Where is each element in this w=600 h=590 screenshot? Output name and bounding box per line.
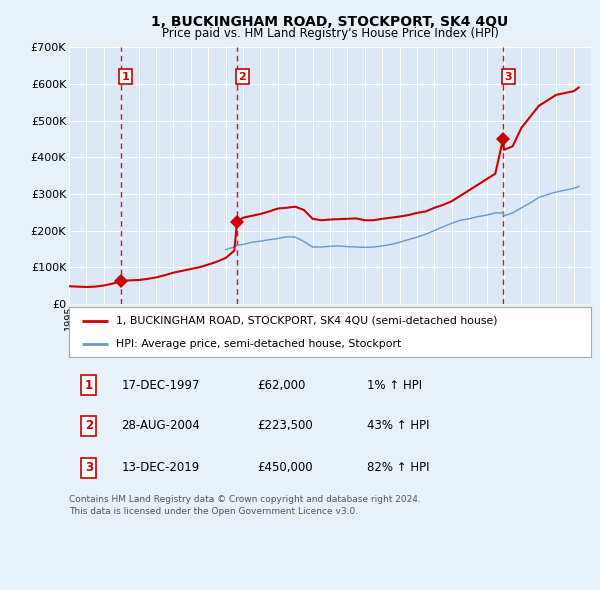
Text: £62,000: £62,000	[257, 379, 305, 392]
Text: 3: 3	[505, 71, 512, 81]
Text: 3: 3	[85, 461, 93, 474]
Text: Price paid vs. HM Land Registry's House Price Index (HPI): Price paid vs. HM Land Registry's House …	[161, 27, 499, 40]
Text: 2: 2	[85, 419, 93, 432]
Text: 28-AUG-2004: 28-AUG-2004	[121, 419, 200, 432]
Text: 2: 2	[238, 71, 246, 81]
Text: 13-DEC-2019: 13-DEC-2019	[121, 461, 199, 474]
Text: 17-DEC-1997: 17-DEC-1997	[121, 379, 200, 392]
Text: 1, BUCKINGHAM ROAD, STOCKPORT, SK4 4QU (semi-detached house): 1, BUCKINGHAM ROAD, STOCKPORT, SK4 4QU (…	[116, 316, 497, 326]
Text: 1: 1	[85, 379, 93, 392]
Text: Contains HM Land Registry data © Crown copyright and database right 2024.
This d: Contains HM Land Registry data © Crown c…	[69, 494, 421, 516]
Text: £450,000: £450,000	[257, 461, 313, 474]
Text: 1% ↑ HPI: 1% ↑ HPI	[367, 379, 422, 392]
Text: 1: 1	[122, 71, 130, 81]
Text: 43% ↑ HPI: 43% ↑ HPI	[367, 419, 429, 432]
Text: 1, BUCKINGHAM ROAD, STOCKPORT, SK4 4QU: 1, BUCKINGHAM ROAD, STOCKPORT, SK4 4QU	[151, 15, 509, 29]
Text: 82% ↑ HPI: 82% ↑ HPI	[367, 461, 429, 474]
Text: £223,500: £223,500	[257, 419, 313, 432]
Text: HPI: Average price, semi-detached house, Stockport: HPI: Average price, semi-detached house,…	[116, 339, 401, 349]
